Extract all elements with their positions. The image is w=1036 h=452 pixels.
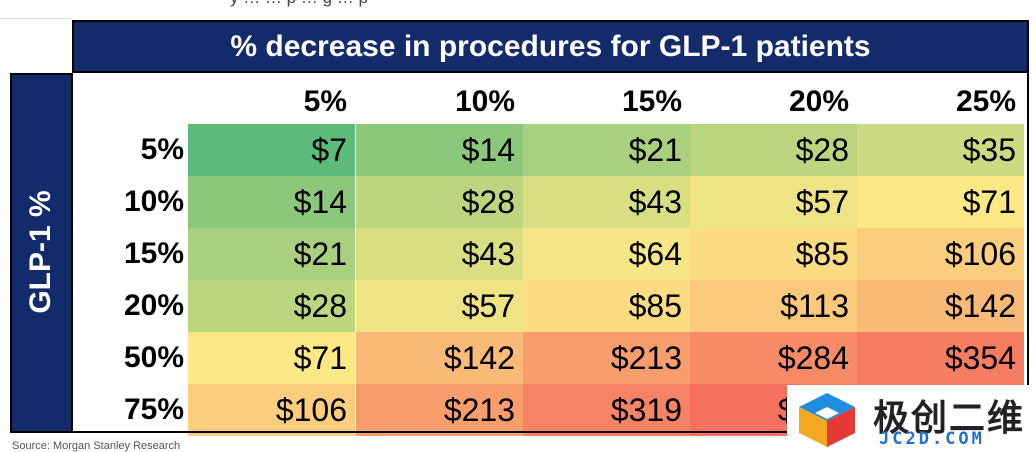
row-header: 5% (140, 133, 184, 166)
heatmap-cell: $71 (188, 332, 355, 384)
heatmap-cell: $319 (523, 384, 690, 436)
row-header: 15% (123, 237, 184, 270)
heatmap-cell: $14 (356, 124, 523, 176)
heatmap-cell: $43 (356, 228, 523, 280)
watermark-logo: 极创二维 JC2D.COM (787, 385, 1029, 450)
top-caption: y … … p … g … p (230, 0, 368, 8)
corner-divider (0, 18, 72, 19)
watermark-domain: JC2D.COM (879, 429, 985, 449)
heatmap-cell: $57 (690, 176, 857, 228)
heatmap-cell: $28 (188, 280, 355, 332)
column-header: 10% (454, 85, 515, 118)
heatmap-cell: $113 (690, 280, 857, 332)
heatmap-cell: $85 (690, 228, 857, 280)
cube-logo-icon (799, 393, 855, 447)
heatmap-cell: $28 (356, 176, 523, 228)
column-header: 15% (621, 85, 682, 118)
heatmap-cell: $142 (857, 280, 1024, 332)
heatmap-cell: $284 (690, 332, 857, 384)
row-header: 20% (123, 289, 184, 322)
heatmap-cell: $213 (523, 332, 690, 384)
heatmap-cell: $64 (523, 228, 690, 280)
table-title: % decrease in procedures for GLP-1 patie… (72, 20, 1029, 73)
grid-frame (73, 73, 1029, 433)
heatmap-cell: $142 (356, 332, 523, 384)
column-header: 5% (303, 85, 347, 118)
heatmap-cell: $14 (188, 176, 355, 228)
source-note: Source: Morgan Stanley Research (12, 440, 181, 452)
row-header: 10% (123, 185, 184, 218)
column-header: 25% (955, 85, 1016, 118)
watermark-text: 极创二维 (873, 398, 1026, 439)
row-axis-label: GLP-1 % (24, 190, 57, 314)
heatmap-cell: $7 (188, 124, 355, 176)
row-header: 75% (123, 393, 184, 426)
heatmap-cell: $21 (188, 228, 355, 280)
heatmap-cell: $57 (356, 280, 523, 332)
column-header: 20% (788, 85, 849, 118)
heatmap-cell: $354 (857, 332, 1024, 384)
heatmap-cell: $71 (857, 176, 1024, 228)
heatmap-cell: $35 (857, 124, 1024, 176)
heatmap-cell: $85 (523, 280, 690, 332)
row-axis-bar (10, 73, 73, 433)
heatmap-cell: $106 (857, 228, 1024, 280)
heatmap-cell: $21 (523, 124, 690, 176)
heatmap-cell: $43 (523, 176, 690, 228)
heatmap-cell: $28 (690, 124, 857, 176)
heatmap-cell: $213 (356, 384, 523, 436)
heatmap-cell: $106 (188, 384, 355, 436)
row-header: 50% (123, 341, 184, 374)
